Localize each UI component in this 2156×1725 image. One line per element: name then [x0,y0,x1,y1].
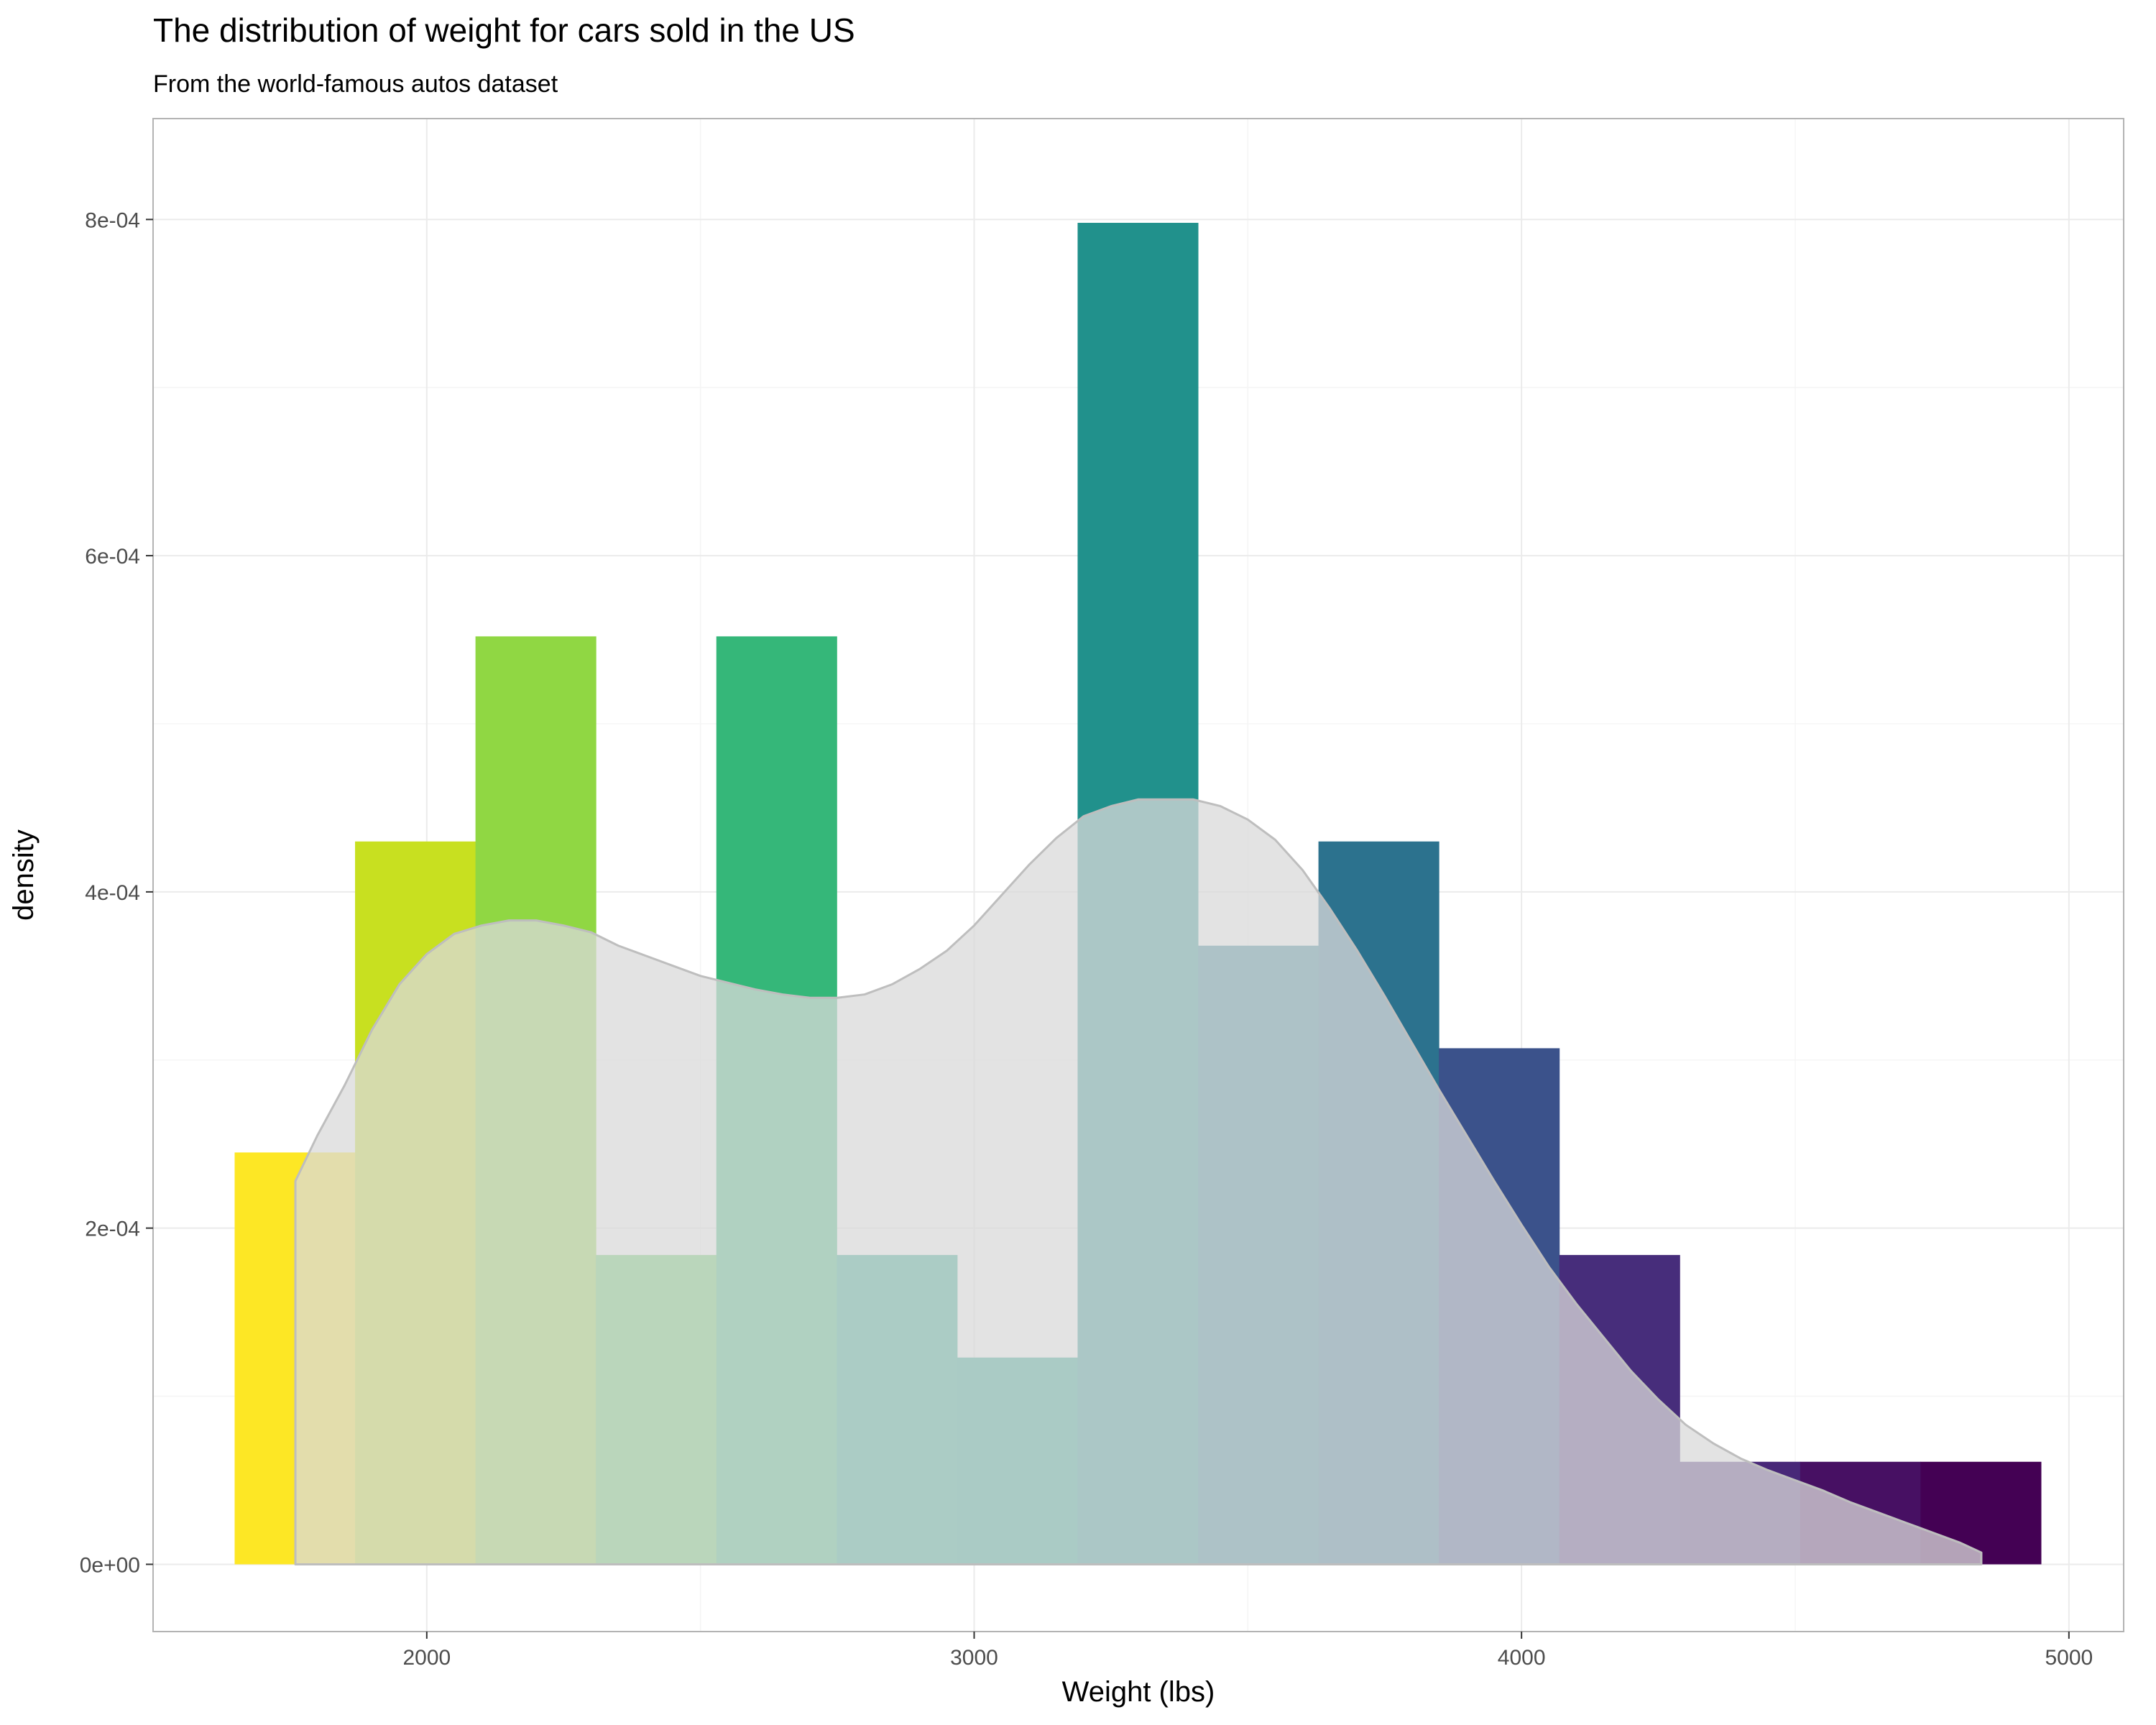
x-axis: 2000 3000 4000 5000 [402,1632,2093,1670]
y-tick-label: 6e-04 [85,545,140,569]
x-tick-label: 4000 [1498,1646,1546,1670]
chart-subtitle: From the world-famous autos dataset [153,70,558,98]
y-tick-label: 0e+00 [80,1553,140,1577]
chart-title: The distribution of weight for cars sold… [153,12,855,49]
y-tick-label: 2e-04 [85,1218,140,1241]
x-axis-title: Weight (lbs) [1062,1676,1215,1708]
density-area [294,798,1983,1565]
x-tick-label: 3000 [950,1646,998,1670]
y-tick-label: 8e-04 [85,208,140,232]
density-curve [294,798,1983,1565]
y-tick-label: 4e-04 [85,881,140,905]
y-axis-title: density [8,829,40,921]
panel-border [152,118,2124,1632]
x-tick-label: 2000 [402,1646,451,1670]
x-tick-label: 5000 [2045,1646,2093,1670]
y-axis: 0e+00 2e-04 4e-04 6e-04 8e-04 [80,208,153,1577]
